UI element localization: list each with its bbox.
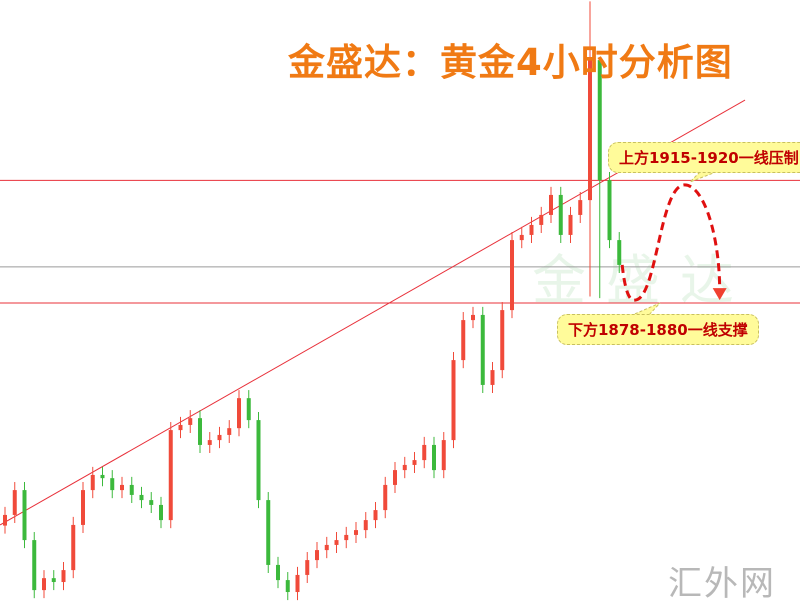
candle-body: [305, 560, 310, 575]
candle-body: [149, 500, 154, 505]
candle-body: [490, 370, 495, 385]
candle-body: [510, 240, 514, 311]
candle-body: [519, 234, 524, 241]
support-callout-pointer: [629, 302, 661, 317]
candle-body: [81, 490, 85, 525]
candle-body: [90, 474, 95, 491]
candle-body: [227, 428, 232, 435]
candle-body: [188, 418, 193, 425]
candle-body: [285, 580, 290, 593]
candle-body: [432, 444, 436, 471]
candle-body: [120, 484, 124, 491]
candle-body: [558, 194, 563, 235]
candle-body: [178, 424, 183, 431]
candle-body: [422, 444, 427, 461]
candle-body: [61, 570, 66, 583]
projection-path: [620, 183, 722, 302]
candle-body: [373, 510, 378, 521]
chart-title: 金盛达：黄金4小时分析图: [288, 41, 733, 84]
candle-body: [607, 180, 612, 241]
candle-body: [588, 60, 592, 201]
candle-body: [471, 314, 475, 321]
candle-body: [344, 534, 349, 541]
candle-body: [441, 440, 446, 471]
candle-body: [549, 194, 553, 215]
candle-body: [393, 470, 397, 485]
candle-body: [539, 214, 544, 225]
candle-body: [324, 544, 329, 551]
candle-body: [198, 418, 202, 445]
candle-body: [461, 320, 466, 361]
candle-body: [129, 484, 134, 495]
resistance-callout: 上方1915-1920一线压制: [608, 142, 800, 173]
candle-body: [42, 578, 46, 591]
candle-body: [354, 530, 358, 535]
candle-body: [383, 484, 388, 511]
candle-body: [168, 430, 173, 521]
candle-body: [237, 398, 241, 429]
candle-body: [480, 314, 485, 385]
projection-arrow-icon: [712, 288, 727, 301]
candle-body: [3, 514, 7, 526]
candle-body: [159, 504, 163, 521]
candle-body: [32, 540, 37, 591]
site-watermark: 汇外网: [668, 564, 776, 604]
candle-body: [256, 420, 261, 501]
candle-body: [295, 574, 300, 593]
candle-body: [22, 490, 27, 541]
candle-body: [568, 214, 573, 235]
candle-body: [597, 60, 602, 181]
candle-body: [451, 360, 456, 441]
candle-body: [51, 578, 56, 583]
candle-body: [139, 494, 144, 501]
candle-body: [334, 540, 339, 545]
candle-body: [12, 490, 17, 515]
watermark: 金盛达: [532, 249, 754, 312]
candle-body: [266, 500, 271, 565]
candle-body: [217, 434, 222, 441]
candle-body: [412, 460, 417, 465]
candle-body: [363, 520, 368, 531]
candle-body: [500, 310, 505, 371]
candle-body: [207, 440, 212, 445]
support-callout: 下方1878-1880一线支撑: [557, 314, 759, 345]
candle-body: [617, 240, 622, 265]
candle-body: [578, 200, 583, 215]
candle-body: [71, 524, 76, 571]
candle-body: [246, 398, 251, 421]
candle-body: [110, 478, 115, 491]
candle-body: [315, 550, 319, 561]
candle-body: [100, 474, 105, 479]
candle-body: [276, 564, 280, 581]
candle-body: [529, 224, 534, 235]
candle-body: [402, 464, 407, 471]
